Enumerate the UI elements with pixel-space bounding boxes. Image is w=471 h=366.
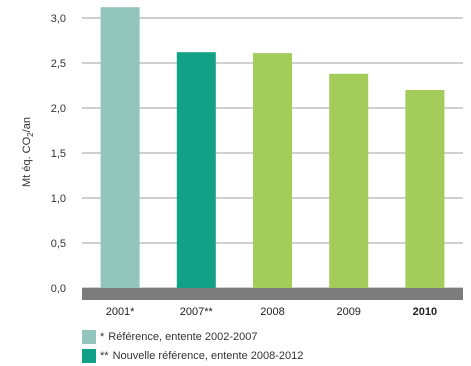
y-tick-label: 2,0 (51, 103, 66, 115)
x-tick-label: 2010 (413, 306, 437, 318)
y-tick-label: 0,0 (51, 283, 66, 295)
bars (100, 7, 445, 289)
y-tick-label: 1,5 (51, 148, 66, 160)
y-axis-label-subscript: 2 (26, 132, 35, 137)
bar (176, 52, 216, 289)
y-tick-label: 3,0 (51, 13, 66, 25)
y-axis-label-main: Mt éq. CO (21, 136, 33, 187)
legend-entry: ** Nouvelle référence, entente 2008-2012 (100, 350, 303, 362)
y-tick-labels: 0,0 0,5 1,0 1,5 2,0 2,5 3,0 (51, 13, 66, 295)
legend-label: Nouvelle référence, entente 2008-2012 (113, 350, 304, 362)
legend-marker: * (100, 331, 105, 343)
y-tick-label: 1,0 (51, 193, 66, 205)
legend-marker: ** (100, 350, 109, 362)
legend: * Référence, entente 2002-2007 ** Nouvelle … (82, 330, 303, 363)
legend-swatch (82, 330, 96, 344)
y-axis-label: Mt éq. CO2/an (21, 117, 35, 187)
x-axis-band (82, 288, 463, 300)
legend-label: Référence, entente 2002-2007 (108, 331, 257, 343)
bar (405, 90, 445, 288)
legend-swatch (82, 349, 96, 363)
x-tick-label: 2007** (180, 306, 214, 318)
x-tick-label: 2009 (336, 306, 360, 318)
x-tick-label: 2008 (260, 306, 284, 318)
bar (253, 53, 292, 288)
y-axis-label-unit: /an (21, 117, 33, 132)
bar (100, 7, 140, 288)
bar (329, 73, 369, 288)
legend-entry: * Référence, entente 2002-2007 (100, 331, 258, 343)
x-tick-labels: 2001* 2007** 2008 2009 2010 (106, 306, 437, 318)
x-tick-label: 2001* (106, 306, 135, 318)
y-tick-label: 0,5 (51, 238, 66, 250)
y-tick-label: 2,5 (51, 58, 66, 70)
